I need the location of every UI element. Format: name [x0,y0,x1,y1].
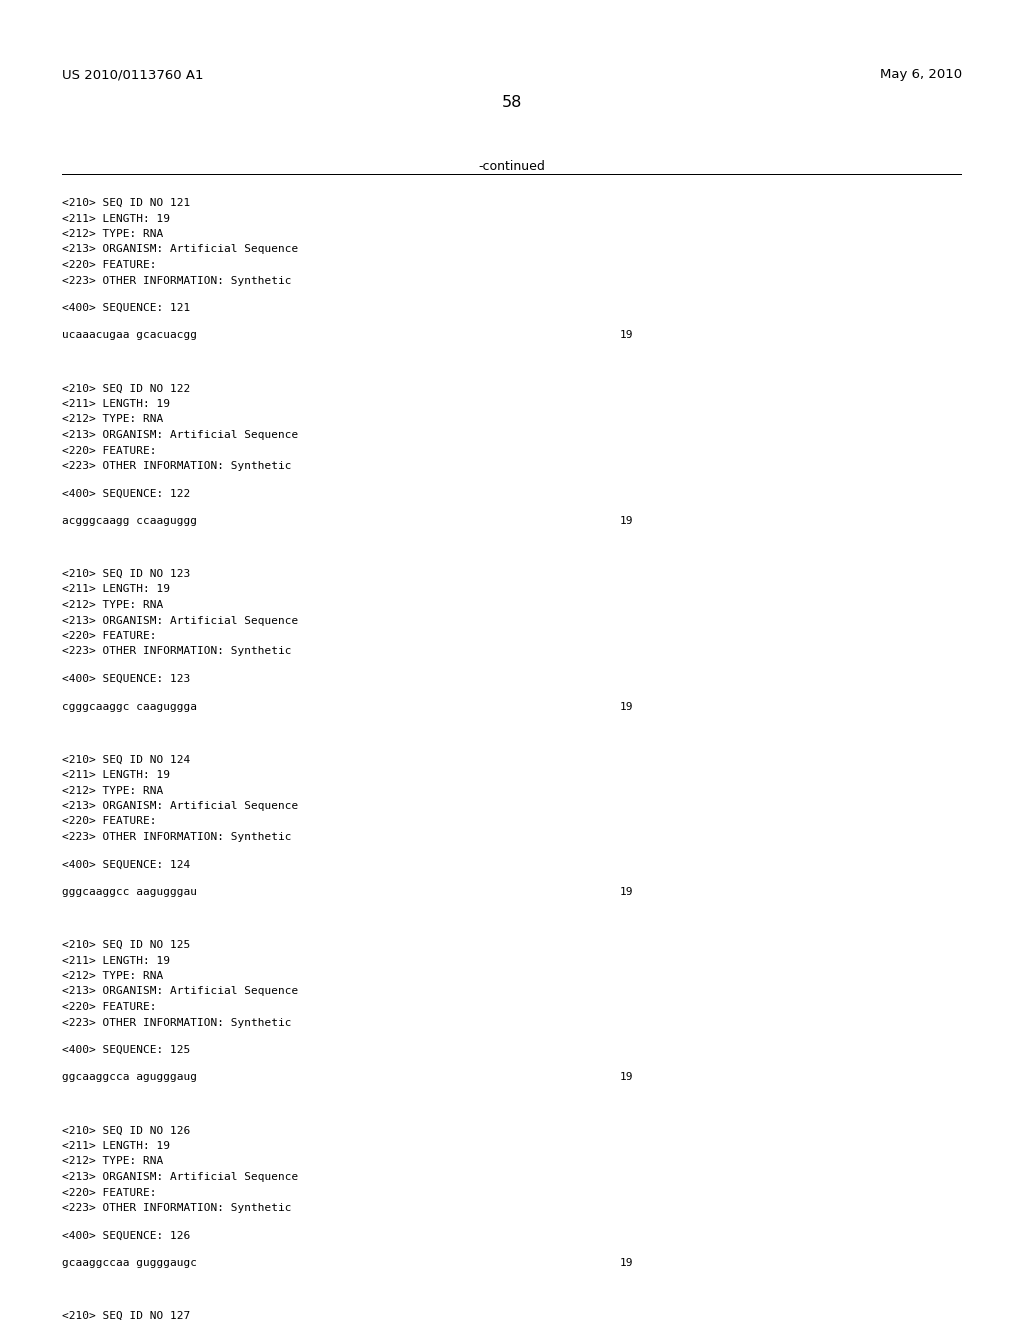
Text: May 6, 2010: May 6, 2010 [880,69,962,81]
Text: <213> ORGANISM: Artificial Sequence: <213> ORGANISM: Artificial Sequence [62,244,298,255]
Text: <213> ORGANISM: Artificial Sequence: <213> ORGANISM: Artificial Sequence [62,801,298,810]
Text: <213> ORGANISM: Artificial Sequence: <213> ORGANISM: Artificial Sequence [62,986,298,997]
Text: cgggcaaggc caaguggga: cgggcaaggc caaguggga [62,701,197,711]
Text: ucaaacugaa gcacuacgg: ucaaacugaa gcacuacgg [62,330,197,341]
Text: <211> LENGTH: 19: <211> LENGTH: 19 [62,1140,170,1151]
Text: <210> SEQ ID NO 123: <210> SEQ ID NO 123 [62,569,190,579]
Text: <212> TYPE: RNA: <212> TYPE: RNA [62,228,163,239]
Text: <400> SEQUENCE: 126: <400> SEQUENCE: 126 [62,1230,190,1241]
Text: <223> OTHER INFORMATION: Synthetic: <223> OTHER INFORMATION: Synthetic [62,276,292,285]
Text: <223> OTHER INFORMATION: Synthetic: <223> OTHER INFORMATION: Synthetic [62,461,292,471]
Text: 19: 19 [620,1072,634,1082]
Text: 19: 19 [620,1258,634,1269]
Text: <400> SEQUENCE: 122: <400> SEQUENCE: 122 [62,488,190,499]
Text: <210> SEQ ID NO 126: <210> SEQ ID NO 126 [62,1126,190,1135]
Text: <213> ORGANISM: Artificial Sequence: <213> ORGANISM: Artificial Sequence [62,615,298,626]
Text: 19: 19 [620,330,634,341]
Text: acgggcaagg ccaaguggg: acgggcaagg ccaaguggg [62,516,197,525]
Text: 19: 19 [620,701,634,711]
Text: <223> OTHER INFORMATION: Synthetic: <223> OTHER INFORMATION: Synthetic [62,1018,292,1027]
Text: <211> LENGTH: 19: <211> LENGTH: 19 [62,956,170,965]
Text: 58: 58 [502,95,522,110]
Text: <400> SEQUENCE: 124: <400> SEQUENCE: 124 [62,859,190,870]
Text: <220> FEATURE:: <220> FEATURE: [62,631,157,642]
Text: <223> OTHER INFORMATION: Synthetic: <223> OTHER INFORMATION: Synthetic [62,1203,292,1213]
Text: <211> LENGTH: 19: <211> LENGTH: 19 [62,585,170,594]
Text: gcaaggccaa gugggaugc: gcaaggccaa gugggaugc [62,1258,197,1269]
Text: <212> TYPE: RNA: <212> TYPE: RNA [62,601,163,610]
Text: <211> LENGTH: 19: <211> LENGTH: 19 [62,770,170,780]
Text: <220> FEATURE:: <220> FEATURE: [62,1002,157,1012]
Text: <212> TYPE: RNA: <212> TYPE: RNA [62,414,163,425]
Text: 19: 19 [620,516,634,525]
Text: <210> SEQ ID NO 122: <210> SEQ ID NO 122 [62,384,190,393]
Text: <400> SEQUENCE: 125: <400> SEQUENCE: 125 [62,1045,190,1055]
Text: <220> FEATURE:: <220> FEATURE: [62,817,157,826]
Text: <211> LENGTH: 19: <211> LENGTH: 19 [62,214,170,223]
Text: ggcaaggcca agugggaug: ggcaaggcca agugggaug [62,1072,197,1082]
Text: <213> ORGANISM: Artificial Sequence: <213> ORGANISM: Artificial Sequence [62,1172,298,1181]
Text: <210> SEQ ID NO 121: <210> SEQ ID NO 121 [62,198,190,209]
Text: <210> SEQ ID NO 127: <210> SEQ ID NO 127 [62,1311,190,1320]
Text: <211> LENGTH: 19: <211> LENGTH: 19 [62,399,170,409]
Text: <223> OTHER INFORMATION: Synthetic: <223> OTHER INFORMATION: Synthetic [62,647,292,656]
Text: <400> SEQUENCE: 121: <400> SEQUENCE: 121 [62,304,190,313]
Text: <210> SEQ ID NO 124: <210> SEQ ID NO 124 [62,755,190,764]
Text: <220> FEATURE:: <220> FEATURE: [62,260,157,271]
Text: US 2010/0113760 A1: US 2010/0113760 A1 [62,69,204,81]
Text: gggcaaggcc aagugggau: gggcaaggcc aagugggau [62,887,197,898]
Text: 19: 19 [620,887,634,898]
Text: <400> SEQUENCE: 123: <400> SEQUENCE: 123 [62,675,190,684]
Text: <212> TYPE: RNA: <212> TYPE: RNA [62,972,163,981]
Text: <210> SEQ ID NO 125: <210> SEQ ID NO 125 [62,940,190,950]
Text: <212> TYPE: RNA: <212> TYPE: RNA [62,1156,163,1167]
Text: <223> OTHER INFORMATION: Synthetic: <223> OTHER INFORMATION: Synthetic [62,832,292,842]
Text: <213> ORGANISM: Artificial Sequence: <213> ORGANISM: Artificial Sequence [62,430,298,440]
Text: -continued: -continued [478,160,546,173]
Text: <212> TYPE: RNA: <212> TYPE: RNA [62,785,163,796]
Text: <220> FEATURE:: <220> FEATURE: [62,1188,157,1197]
Text: <220> FEATURE:: <220> FEATURE: [62,446,157,455]
